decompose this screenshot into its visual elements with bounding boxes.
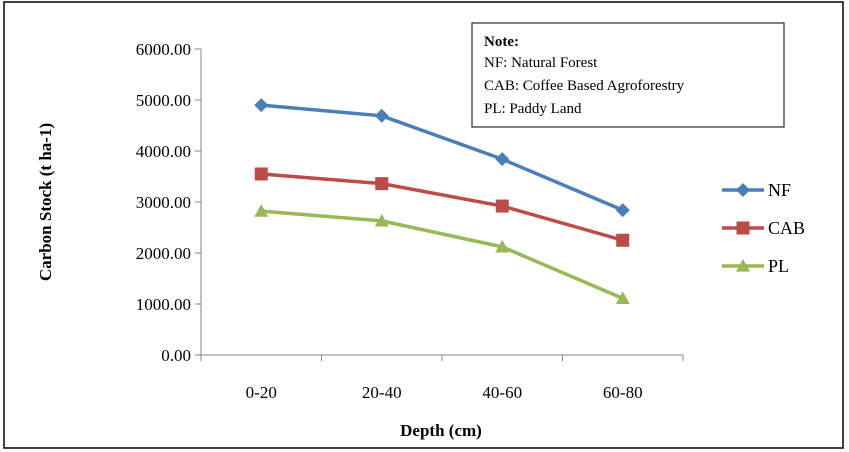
legend-item-nf: NF [722, 180, 791, 200]
legend-label-pl: PL [768, 256, 789, 276]
legend-label-cab: CAB [768, 218, 805, 238]
note-box-frame [471, 22, 785, 128]
data-point-cab [616, 233, 630, 247]
data-point-nf [254, 98, 269, 113]
series-nf [254, 98, 630, 218]
legend: NF CAB PL [722, 180, 805, 276]
series-line-cab [261, 172, 624, 242]
y-tick-label: 3000.00 [136, 193, 191, 212]
note-box: Note: NF: Natural Forest CAB: Coffee Bas… [471, 22, 785, 128]
x-ticks: 0-20 20-40 40-60 60-80 [200, 355, 684, 402]
legend-marker-cab [736, 221, 750, 235]
y-tick-label: 4000.00 [136, 142, 191, 161]
legend-item-cab: CAB [722, 218, 805, 238]
data-point-cab [254, 167, 268, 181]
x-axis-title: Depth (cm) [400, 421, 482, 440]
y-tick-label: 1000.00 [136, 295, 191, 314]
data-point-pl [254, 204, 269, 217]
series-line-pl [261, 209, 624, 300]
data-point-nf [615, 203, 630, 218]
data-point-pl [374, 213, 389, 227]
y-axis-title: Carbon Stock (t ha-1) [36, 123, 55, 281]
series-layer [254, 98, 630, 304]
y-tick-label: 2000.00 [136, 244, 191, 263]
data-point-pl [495, 239, 510, 253]
x-tick-label: 40-60 [482, 383, 522, 402]
legend-item-pl: PL [722, 256, 789, 276]
data-point-pl [615, 291, 630, 304]
data-point-cab [375, 177, 389, 191]
data-point-cab [495, 199, 509, 213]
x-tick-label: 60-80 [603, 383, 643, 402]
legend-marker-pl [736, 259, 750, 272]
y-tick-label: 0.00 [161, 346, 191, 365]
series-line-nf [261, 103, 624, 212]
note-title: Note: [484, 34, 519, 50]
y-tick-label: 5000.00 [136, 91, 191, 110]
series-cab [254, 167, 630, 247]
y-ticks: 0.00 1000.00 2000.00 3000.00 4000.00 5000.00 6… [136, 40, 201, 365]
legend-marker-nf [736, 183, 750, 197]
note-line-pl: PL: Paddy Land [484, 101, 582, 117]
note-line-cab: CAB: Coffee Based Agroforestry [484, 78, 685, 94]
series-pl [254, 204, 630, 304]
note-line-nf: NF: Natural Forest [484, 55, 598, 71]
data-point-nf [374, 108, 389, 123]
x-tick-label: 20-40 [362, 383, 402, 402]
legend-label-nf: NF [768, 180, 791, 200]
data-point-nf [495, 152, 510, 167]
x-tick-label: 0-20 [246, 383, 277, 402]
y-tick-label: 6000.00 [136, 40, 191, 59]
